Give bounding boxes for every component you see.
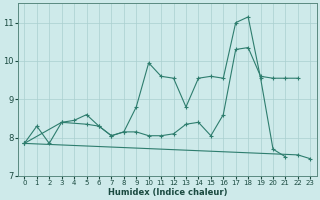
X-axis label: Humidex (Indice chaleur): Humidex (Indice chaleur) [108,188,227,197]
